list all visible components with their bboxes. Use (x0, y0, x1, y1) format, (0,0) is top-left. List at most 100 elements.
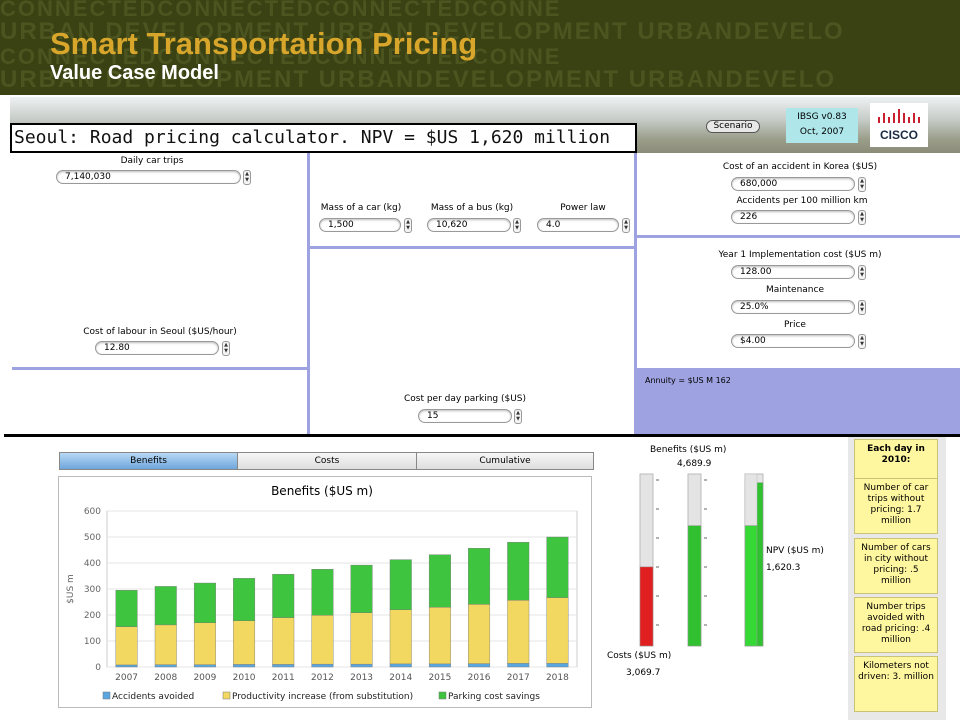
header-banner: CONNECTEDCONNECTEDCONNECTEDCONNE URBAN D… (0, 0, 960, 95)
chart-title: Benefits ($US m) (271, 484, 373, 498)
banner-bg-text: URBAN DEVELOPMENT URBANDEVELOPMENT URBAN… (0, 66, 837, 93)
legend-swatch (102, 691, 111, 700)
maintenance-input[interactable]: 25.0% (731, 300, 855, 314)
bar-parking (428, 554, 451, 608)
accident-cost-label: Cost of an accident in Korea ($US) (722, 162, 878, 172)
accidents-per-km-label: Accidents per 100 million km (736, 196, 868, 206)
cisco-logo-bars-icon: CISCO (878, 109, 920, 142)
bar-productivity (507, 599, 530, 664)
accident-cost-stepper[interactable]: ▲ ▼ (858, 177, 866, 192)
mass-car-label: Mass of a car (kg) (320, 203, 402, 213)
annuity-panel: Annuity = $US M 162 (637, 368, 960, 436)
accidents-per-km-stepper[interactable]: ▲ ▼ (858, 210, 866, 225)
y-tick-label: 100 (84, 637, 101, 647)
tab-cumulative[interactable]: Cumulative (416, 452, 594, 470)
daily-car-trips-label: Daily car trips (120, 156, 184, 166)
stat-car-trips: Number of car trips without pricing: 1.7… (854, 478, 938, 534)
tab-costs[interactable]: Costs (237, 452, 417, 470)
bar-parking (272, 573, 295, 618)
mass-bus-input[interactable]: 10,620 (427, 218, 511, 232)
legend-label: Accidents avoided (112, 692, 194, 702)
bar-accidents (272, 664, 295, 668)
tab-benefits[interactable]: Benefits (59, 452, 238, 470)
price-stepper[interactable]: ▲ ▼ (858, 334, 866, 349)
banner-bg-text: CONNECTEDCONNECTEDCONNECTEDCONNE (0, 44, 562, 69)
mass-bus-stepper[interactable]: ▲ ▼ (513, 218, 521, 233)
labour-cost-stepper[interactable]: ▲ ▼ (222, 341, 230, 356)
parking-cost-input[interactable]: 15 (418, 409, 512, 423)
daily-car-trips-stepper[interactable]: ▲ ▼ (243, 170, 251, 185)
bar-parking (389, 559, 412, 611)
divider (637, 235, 960, 238)
banner-bg-text: CONNECTEDCONNECTEDCONNECTEDCONNE (0, 0, 562, 21)
divider (307, 153, 310, 436)
x-tick-label: 2008 (154, 673, 177, 683)
bar-accidents (115, 664, 138, 668)
price-input[interactable]: $4.00 (731, 334, 855, 348)
banner-bg-text: URBAN DEVELOPMENT URBAN DEVELOPMENT URBA… (0, 18, 845, 45)
bar-accidents (507, 663, 530, 668)
accident-cost-input[interactable]: 680,000 (731, 177, 855, 191)
maintenance-label: Maintenance (766, 285, 824, 295)
x-tick-label: 2012 (311, 673, 334, 683)
page-subtitle: Value Case Model (50, 62, 219, 84)
power-law-stepper[interactable]: ▲ ▼ (622, 218, 630, 233)
costs-gauge-label: Costs ($US m) (607, 651, 672, 661)
bar-parking (154, 586, 177, 626)
calculator-title: Seoul: Road pricing calculator. NPV = $U… (10, 123, 637, 153)
version-number: IBSG v0.83 (797, 112, 847, 122)
y-tick-label: 200 (84, 611, 101, 621)
bar-productivity (428, 606, 451, 665)
bar-accidents (233, 664, 256, 668)
bar-parking (546, 536, 569, 598)
npv-gauge-value: 1,620.3 (766, 563, 801, 573)
bar-parking (311, 569, 334, 616)
bar-accidents (193, 664, 216, 668)
benefits-gauge-value: 4,689.9 (677, 459, 712, 469)
bar-accidents (428, 663, 451, 668)
divider (310, 246, 635, 249)
bar-accidents (154, 664, 177, 668)
labour-cost-input[interactable]: 12.80 (95, 341, 219, 355)
x-tick-label: 2013 (350, 673, 373, 683)
x-tick-label: 2011 (272, 673, 295, 683)
mass-bus-label: Mass of a bus (kg) (430, 203, 514, 213)
legend-swatch (438, 691, 447, 700)
daily-car-trips-input[interactable]: 7,140,030 (56, 170, 241, 184)
benefits-gauge-label: Benefits ($US m) (650, 445, 727, 455)
accidents-per-km-input[interactable]: 226 (731, 210, 855, 224)
x-tick-label: 2016 (468, 673, 491, 683)
impl-cost-input[interactable]: 128.00 (731, 265, 855, 279)
impl-cost-stepper[interactable]: ▲ ▼ (858, 265, 866, 280)
x-tick-label: 2010 (233, 673, 256, 683)
mass-car-stepper[interactable]: ▲ ▼ (404, 218, 412, 233)
power-law-input[interactable]: 4.0 (537, 218, 619, 232)
parking-cost-stepper[interactable]: ▲ ▼ (514, 409, 522, 424)
npv-gauge-inner-fill (744, 525, 758, 647)
divider (12, 367, 309, 370)
legend-label: Productivity increase (from substitution… (232, 692, 413, 702)
maintenance-stepper[interactable]: ▲ ▼ (858, 300, 866, 315)
y-tick-label: 600 (84, 507, 101, 517)
bar-productivity (546, 597, 569, 664)
bar-accidents (350, 663, 373, 668)
x-tick-label: 2014 (389, 673, 412, 683)
y-tick-label: 400 (84, 559, 101, 569)
version-badge: IBSG v0.83 Oct, 2007 (786, 108, 858, 143)
daily-stats-heading: Each day in 2010: (854, 439, 938, 481)
benefits-gauge-fill (687, 525, 702, 647)
scenario-button[interactable]: Scenario (706, 120, 760, 133)
version-date: Oct, 2007 (799, 127, 845, 137)
bar-parking (193, 582, 216, 623)
stat-cars-in-city: Number of cars in city without pricing: … (854, 538, 938, 594)
y-tick-label: 500 (84, 533, 101, 543)
mass-car-input[interactable]: 1,500 (319, 218, 401, 232)
y-tick-label: 300 (84, 585, 101, 595)
bar-productivity (350, 612, 373, 665)
y-tick-label: 0 (95, 663, 101, 673)
section-divider (4, 434, 960, 437)
cisco-logo-text: CISCO (880, 128, 918, 142)
page-title: Smart Transportation Pricing (50, 26, 478, 61)
bar-accidents (468, 663, 491, 668)
stat-km-not-driven: Kilometers not driven: 3. million (854, 656, 938, 712)
